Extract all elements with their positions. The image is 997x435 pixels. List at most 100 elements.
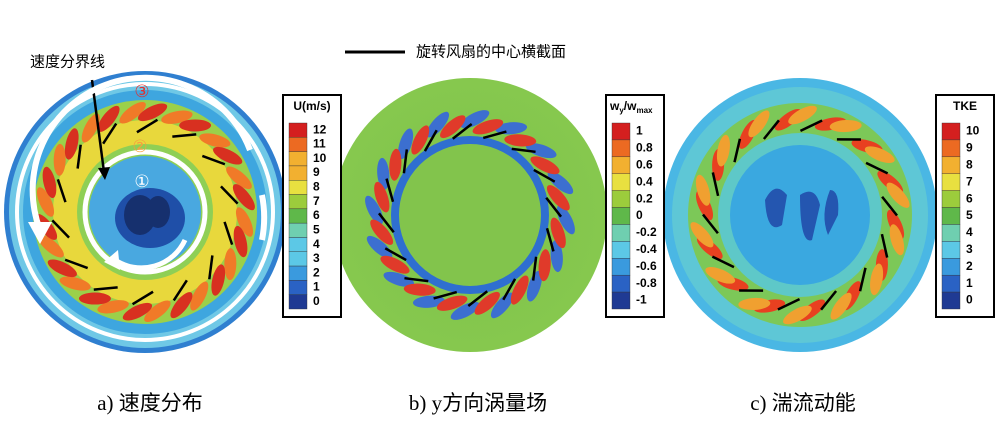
colorbar-label: -0.6 <box>636 259 657 273</box>
colorbar-label: 5 <box>313 222 320 236</box>
colorbar-cell <box>288 265 308 281</box>
contour-blob <box>426 111 450 138</box>
fan-blade <box>711 172 720 197</box>
flow-arrow <box>259 194 268 241</box>
contour-blob <box>365 195 384 225</box>
contour-blob <box>78 292 111 305</box>
colorbar-cell <box>941 122 961 141</box>
fan-blade <box>545 197 563 218</box>
zone-label: ③ <box>134 82 149 102</box>
colorbar-title-part: /w <box>624 99 637 113</box>
tke-contour <box>663 78 937 352</box>
colorbar-cell <box>611 190 631 208</box>
colorbar-cell <box>941 156 961 174</box>
colorbar-cell <box>941 224 961 242</box>
fan-blade <box>220 185 239 205</box>
contour-blob <box>211 264 226 296</box>
colorbar-label: 6 <box>313 208 320 222</box>
contour-blob <box>53 143 66 176</box>
colorbar-cell <box>288 280 308 295</box>
contour-blob <box>59 276 91 291</box>
fan-blade <box>172 279 188 302</box>
fan-blade <box>136 118 159 134</box>
contour-blob <box>235 207 254 237</box>
flow-arrowhead <box>28 222 52 244</box>
contour-blob <box>829 119 862 133</box>
colorbar-label: 3 <box>313 251 320 265</box>
colorbar-cell <box>288 180 308 195</box>
contour-blob <box>122 302 153 321</box>
colorbar-cell <box>941 241 961 259</box>
colorbar-cell <box>611 274 631 293</box>
colorbar-cell <box>941 190 961 208</box>
contour-blob <box>472 119 504 135</box>
contour-blob <box>137 103 168 122</box>
contour-blob <box>550 217 566 249</box>
colorbar-label: 12 <box>313 122 327 136</box>
colorbar-label: 8 <box>313 180 320 194</box>
fan-blade <box>131 290 154 306</box>
colorbar-label: 7 <box>313 194 320 208</box>
colorbar-title: TKE <box>953 99 977 113</box>
zone-label: ② <box>132 137 147 157</box>
fan-blade <box>404 276 429 283</box>
panel-caption: b) y方向涡量场 <box>409 391 547 415</box>
contour-blob <box>440 115 466 139</box>
contour-blob <box>411 125 430 155</box>
fan-blade <box>777 297 801 311</box>
fan-blade <box>384 247 407 262</box>
fan-blade <box>377 212 395 233</box>
colorbar-cell <box>288 165 308 181</box>
colorbar-cell <box>288 222 308 238</box>
colorbar-label: 5 <box>966 208 973 222</box>
contour-blob <box>830 292 852 320</box>
colorbar-label: -0.8 <box>636 276 657 290</box>
colorbar-label: 0 <box>313 294 320 308</box>
contour-blob <box>788 105 817 125</box>
colorbar-cell <box>611 122 631 141</box>
colorbar-cell <box>611 291 631 310</box>
contour-blob <box>374 181 390 213</box>
colorbar-label: 1 <box>966 276 973 290</box>
contour-blob <box>224 248 237 281</box>
contour-blob <box>97 300 129 314</box>
flow-arrow <box>29 74 253 232</box>
contour-blob <box>226 166 252 190</box>
contour-blob <box>38 234 64 258</box>
fan-blade <box>452 122 473 140</box>
contour-blob <box>213 146 243 165</box>
contour-blob <box>232 184 255 211</box>
colorbar-cell <box>611 139 631 158</box>
contour-blob <box>380 255 410 274</box>
colorbar-cell <box>611 207 631 225</box>
colorbar-label: 1 <box>313 280 320 294</box>
fan-blade <box>482 130 507 140</box>
fan-blade <box>858 267 867 292</box>
colorbar-label: 1 <box>636 124 643 138</box>
fan-blade <box>820 290 838 311</box>
colorbar-title: wy/wmax <box>609 99 653 115</box>
colorbar-label: 2 <box>966 259 973 273</box>
colorbar-label: 0.2 <box>636 191 653 205</box>
fan-blade <box>76 144 82 169</box>
fan-blade <box>799 119 823 133</box>
fan-blade <box>64 258 89 270</box>
colorbar-cell <box>611 156 631 174</box>
contour-blob <box>748 110 770 138</box>
contour-blob <box>490 292 514 319</box>
contour-blob <box>170 292 193 319</box>
contour-blob <box>36 187 55 217</box>
colorbar-label: 9 <box>966 141 973 155</box>
contour-blob <box>383 271 415 287</box>
contour-blob <box>738 297 771 311</box>
colorbar-cell <box>941 207 961 225</box>
fan-blade <box>865 161 889 175</box>
contour-blob <box>161 110 193 124</box>
colorbar-cell <box>288 151 308 167</box>
fan-blade <box>433 290 458 300</box>
flow-arrow <box>113 238 188 271</box>
annotation-arrowhead <box>98 167 110 180</box>
contour-blob <box>705 267 736 284</box>
colorbar-cell <box>941 258 961 276</box>
